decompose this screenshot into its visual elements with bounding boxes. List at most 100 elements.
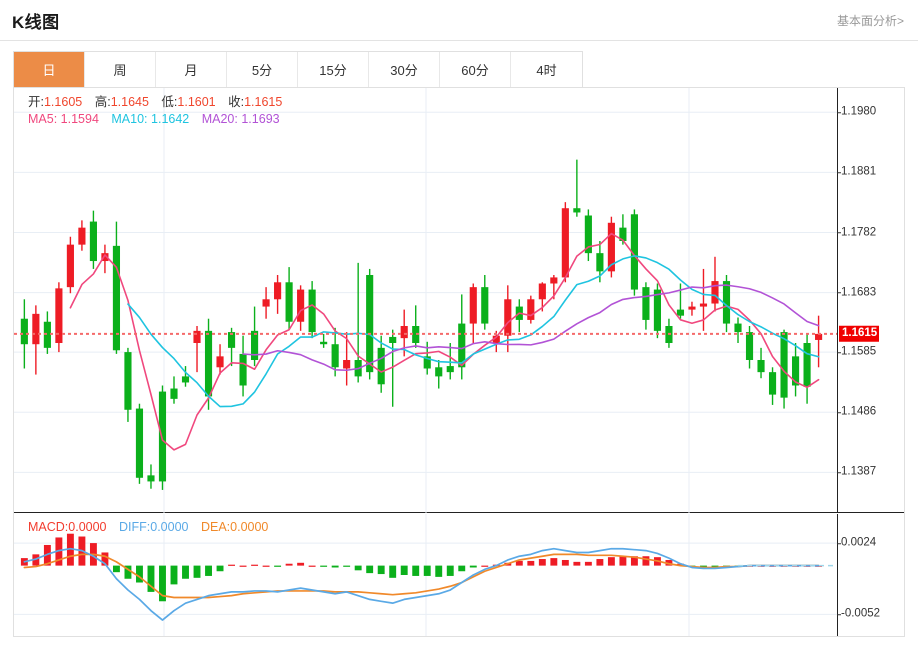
tab-5[interactable]: 30分 xyxy=(369,52,440,87)
macd-bar-15 xyxy=(193,565,201,578)
macd-bar-18 xyxy=(228,564,236,566)
macd-bar-12 xyxy=(159,565,166,602)
macd-bar-49 xyxy=(584,561,592,566)
candle-14 xyxy=(181,366,190,387)
candle-8 xyxy=(112,221,121,354)
candle-69 xyxy=(815,315,823,368)
candle-64 xyxy=(757,347,765,379)
macd-bar-8 xyxy=(112,565,120,573)
price-candlestick-svg xyxy=(14,88,837,513)
tab-2[interactable]: 月 xyxy=(156,52,227,87)
tab-4[interactable]: 15分 xyxy=(298,52,369,87)
candle-15 xyxy=(193,326,201,373)
candle-65 xyxy=(768,367,777,405)
ma10-line xyxy=(127,255,820,408)
macd-bar-54 xyxy=(642,556,650,566)
price-tick-5: 1.1486 xyxy=(836,405,877,418)
tab-6[interactable]: 60分 xyxy=(440,52,511,87)
macd-bar-1 xyxy=(32,554,40,566)
candle-0 xyxy=(20,299,28,369)
price-tick-3: 1.1683 xyxy=(836,285,877,298)
diff-line xyxy=(23,547,820,621)
macd-bar-36 xyxy=(435,565,443,577)
candle-58 xyxy=(688,301,696,316)
candle-67 xyxy=(791,343,800,397)
candle-30 xyxy=(366,268,374,380)
candle-19 xyxy=(239,335,247,397)
macd-bar-50 xyxy=(596,559,604,566)
macd-bar-3 xyxy=(55,537,63,566)
tab-7[interactable]: 4时 xyxy=(511,52,582,87)
page-header: K线图 基本面分析> xyxy=(0,0,918,41)
candle-6 xyxy=(89,210,97,269)
candle-5 xyxy=(78,220,86,251)
price-axis: 1.1980 1.1881 1.1782 1.1683 1.1585 1.1486 1.13… xyxy=(836,88,904,512)
macd-bar-30 xyxy=(366,565,374,574)
candle-63 xyxy=(745,326,754,369)
candle-24 xyxy=(297,285,305,331)
macd-bar-26 xyxy=(320,565,328,567)
price-tick-1: 1.1881 xyxy=(836,165,877,178)
macd-bar-16 xyxy=(205,565,212,576)
candle-37 xyxy=(446,343,454,380)
macd-tick-0: 0.0024 xyxy=(836,536,877,549)
macd-bar-17 xyxy=(216,565,224,572)
macd-bar-13 xyxy=(170,565,178,585)
candle-28 xyxy=(343,332,351,386)
macd-bar-25 xyxy=(308,565,316,567)
macd-bar-14 xyxy=(182,565,189,579)
macd-bar-43 xyxy=(515,560,523,566)
macd-bar-7 xyxy=(101,552,109,566)
macd-bar-34 xyxy=(412,565,420,576)
candle-21 xyxy=(262,287,270,319)
candle-54 xyxy=(642,282,650,330)
macd-bar-37 xyxy=(446,565,454,576)
price-tick-2: 1.1782 xyxy=(836,225,877,238)
macd-bar-48 xyxy=(573,561,581,566)
candle-36 xyxy=(435,360,443,389)
macd-bar-2 xyxy=(43,544,51,566)
macd-bar-27 xyxy=(331,565,339,568)
macd-bar-45 xyxy=(538,559,546,566)
macd-panel: MACD:0.0000 DIFF:0.0000 DEA:0.0000 0.002… xyxy=(14,514,904,636)
candle-17 xyxy=(216,344,224,375)
macd-bar-39 xyxy=(469,565,477,568)
tab-0[interactable]: 日 xyxy=(14,52,85,87)
macd-bar-44 xyxy=(527,560,535,566)
candle-4 xyxy=(66,236,74,294)
candle-55 xyxy=(653,283,662,339)
macd-bar-24 xyxy=(297,562,305,566)
candle-59 xyxy=(699,268,708,331)
macd-bar-60 xyxy=(711,565,719,568)
macd-bar-29 xyxy=(354,565,362,571)
macd-bar-53 xyxy=(630,556,638,566)
candle-60 xyxy=(711,256,719,312)
macd-bar-52 xyxy=(619,556,627,566)
candle-48 xyxy=(573,159,581,217)
candle-32 xyxy=(389,329,397,407)
macd-indicator-svg xyxy=(14,514,837,636)
macd-bar-11 xyxy=(147,565,155,592)
tab-1[interactable]: 周 xyxy=(85,52,156,87)
candle-68 xyxy=(803,333,811,404)
candle-49 xyxy=(584,209,592,262)
candle-39 xyxy=(469,283,477,343)
price-plot[interactable] xyxy=(14,88,837,513)
macd-bar-40 xyxy=(481,565,489,567)
macd-bar-47 xyxy=(561,559,569,566)
candle-66 xyxy=(780,329,788,409)
macd-plot[interactable] xyxy=(14,514,837,636)
macd-bar-23 xyxy=(285,563,293,566)
macd-bar-59 xyxy=(700,565,707,568)
candle-62 xyxy=(734,317,742,343)
candle-42 xyxy=(504,285,512,353)
macd-bar-21 xyxy=(262,565,270,567)
fundamental-analysis-link[interactable]: 基本面分析> xyxy=(836,13,904,28)
price-tick-4: 1.1585 xyxy=(836,345,877,358)
macd-axis: 0.0024 -0.0052 xyxy=(836,514,904,636)
candle-23 xyxy=(285,267,293,330)
candle-34 xyxy=(412,305,420,348)
candle-3 xyxy=(55,282,63,353)
tab-3[interactable]: 5分 xyxy=(227,52,298,87)
